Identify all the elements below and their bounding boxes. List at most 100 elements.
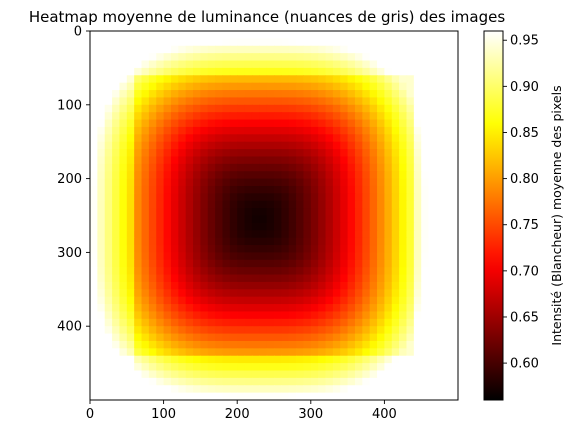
heatmap-cell	[185, 237, 194, 246]
heatmap-cell	[170, 60, 179, 69]
heatmap-cell	[332, 326, 341, 335]
heatmap-cell	[369, 355, 378, 364]
heatmap-cell	[126, 215, 135, 224]
heatmap-cell	[90, 141, 98, 150]
heatmap-cell	[229, 385, 238, 394]
heatmap-cell	[362, 31, 371, 39]
heatmap-cell	[296, 45, 305, 54]
heatmap-cell	[435, 311, 444, 320]
heatmap-cell	[148, 348, 157, 357]
heatmap-cell	[318, 385, 327, 394]
heatmap-cell	[325, 119, 334, 128]
heatmap-cell	[310, 208, 319, 217]
heatmap-cell	[281, 38, 290, 47]
heatmap-cell	[340, 97, 349, 106]
heatmap-cell	[435, 370, 444, 379]
heatmap-cell	[90, 237, 98, 246]
heatmap-cell	[104, 281, 113, 290]
heatmap-cell	[310, 31, 319, 39]
heatmap-cell	[215, 90, 224, 99]
heatmap-cell	[104, 75, 113, 84]
heatmap-cell	[369, 377, 378, 386]
heatmap-cell	[310, 126, 319, 135]
heatmap-cell	[266, 385, 275, 394]
heatmap-cell	[222, 363, 231, 372]
heatmap-cell	[251, 289, 260, 298]
heatmap-cell	[428, 119, 437, 128]
heatmap-cell	[435, 333, 444, 342]
heatmap-cell	[207, 289, 216, 298]
heatmap-cell	[185, 104, 194, 113]
heatmap-cell	[215, 208, 224, 217]
chart-title: Heatmap moyenne de luminance (nuances de…	[29, 8, 505, 26]
heatmap-cell	[185, 281, 194, 290]
heatmap-cell	[340, 141, 349, 150]
heatmap-cell	[354, 304, 363, 313]
heatmap-cell	[347, 274, 356, 283]
heatmap-cell	[413, 377, 422, 386]
heatmap-cell	[251, 392, 260, 401]
heatmap-cell	[244, 252, 253, 261]
heatmap-cell	[384, 119, 393, 128]
heatmap-cell	[259, 104, 268, 113]
heatmap-cell	[259, 178, 268, 187]
heatmap-cell	[97, 67, 106, 76]
heatmap-cell	[90, 304, 98, 313]
heatmap-cell	[354, 355, 363, 364]
heatmap-cell	[222, 134, 231, 143]
heatmap-cell	[266, 185, 275, 194]
heatmap-cell	[325, 296, 334, 305]
heatmap-cell	[413, 200, 422, 209]
heatmap-cell	[288, 134, 297, 143]
heatmap-cell	[406, 274, 415, 283]
heatmap-cell	[354, 75, 363, 84]
heatmap-cell	[215, 215, 224, 224]
heatmap-cell	[207, 193, 216, 202]
heatmap-cell	[281, 230, 290, 239]
heatmap-cell	[207, 281, 216, 290]
heatmap-cell	[325, 333, 334, 342]
heatmap-cell	[435, 38, 444, 47]
heatmap-cell	[90, 245, 98, 253]
heatmap-cell	[156, 385, 165, 394]
heatmap-cell	[377, 171, 385, 180]
heatmap-cell	[443, 45, 452, 54]
heatmap-cell	[450, 31, 459, 39]
heatmap-cell	[200, 156, 209, 165]
heatmap-cell	[399, 53, 408, 62]
heatmap-cell	[377, 222, 385, 231]
heatmap-cell	[251, 31, 260, 39]
heatmap-cell	[141, 340, 150, 349]
heatmap-cell	[354, 126, 363, 135]
heatmap-cell	[178, 333, 187, 342]
heatmap-cell	[207, 31, 216, 39]
heatmap-cell	[274, 112, 282, 121]
heatmap-cell	[141, 385, 150, 394]
heatmap-cell	[244, 267, 253, 276]
heatmap-cell	[274, 230, 282, 239]
heatmap-cell	[200, 90, 209, 99]
heatmap-cell	[377, 281, 385, 290]
heatmap-cell	[237, 348, 246, 357]
heatmap-cell	[288, 392, 297, 401]
heatmap-cell	[443, 178, 452, 187]
heatmap-cell	[207, 126, 216, 135]
heatmap-cell	[237, 104, 246, 113]
heatmap-cell	[134, 377, 143, 386]
heatmap-cell	[421, 112, 430, 121]
heatmap-cell	[170, 385, 179, 394]
heatmap-cell	[104, 126, 113, 135]
heatmap-cell	[406, 97, 415, 106]
heatmap-cell	[318, 126, 327, 135]
heatmap-cell	[362, 274, 371, 283]
heatmap-cell	[163, 296, 172, 305]
heatmap-cell	[281, 149, 290, 158]
heatmap-cell	[274, 333, 282, 342]
heatmap-cell	[90, 156, 98, 165]
heatmap-cell	[354, 178, 363, 187]
heatmap-cell	[185, 333, 194, 342]
heatmap-cell	[428, 311, 437, 320]
heatmap-cell	[435, 185, 444, 194]
heatmap-cell	[391, 377, 400, 386]
heatmap-cell	[421, 31, 430, 39]
